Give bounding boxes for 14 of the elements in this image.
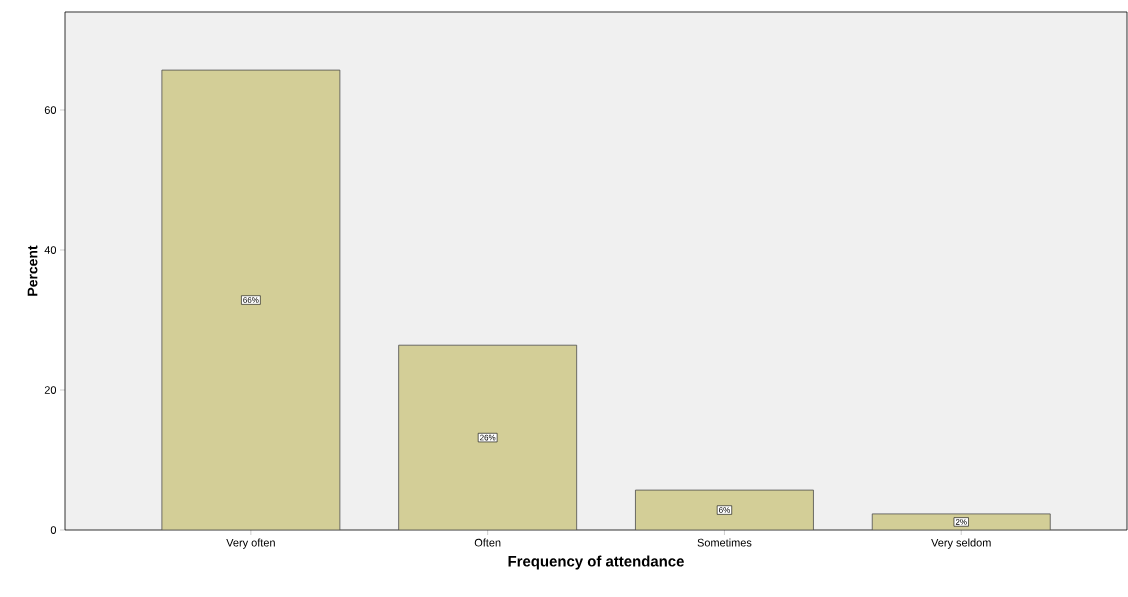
bar [398,344,578,530]
y-tick-label: 0 [50,526,57,534]
x-tick-label: Very seldom [931,538,991,549]
y-axis-title: Percent [27,245,38,296]
y-tick-label: 20 [44,386,57,394]
bar [871,513,1051,530]
x-tick-label: Sometimes [697,538,752,547]
x-tick-label: Very often [226,538,275,549]
y-tick-label: 60 [44,106,57,114]
x-axis-title: Frequency of attendance [508,555,684,570]
bar [161,70,340,530]
bar [635,489,814,530]
x-tick-label: Often [474,538,501,547]
y-tick-label: 40 [44,246,57,254]
